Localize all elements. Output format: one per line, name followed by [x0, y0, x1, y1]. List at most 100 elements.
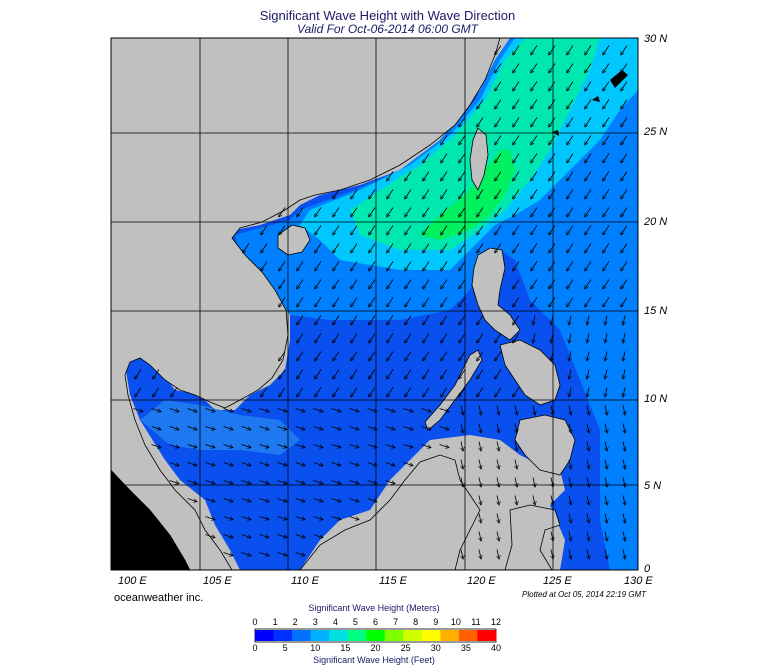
wave-direction-arrow [567, 135, 574, 145]
wave-direction-arrow [567, 225, 574, 235]
wave-direction-arrow [405, 171, 412, 181]
colorbar-tick-feet: 10 [310, 643, 321, 653]
wave-direction-arrow [333, 189, 340, 199]
wave-direction-arrow [605, 351, 607, 361]
colorbar-tick-meters: 11 [471, 617, 481, 627]
wave-direction-arrow [587, 477, 589, 487]
wave-direction-arrow [603, 63, 610, 73]
wave-direction-arrow [605, 441, 607, 451]
wave-direction-arrow [369, 189, 376, 199]
wave-direction-arrow [477, 99, 484, 109]
colorbar-title-feet: Significant Wave Height (Feet) [313, 655, 435, 665]
lat-label-10n: 10 N [644, 393, 668, 405]
wave-direction-arrow [351, 315, 358, 325]
wave-direction-arrow [623, 477, 625, 487]
wave-direction-arrow [349, 516, 359, 520]
wave-direction-arrow [333, 207, 340, 217]
wave-direction-arrow [241, 534, 251, 538]
wave-direction-arrow [387, 207, 394, 217]
wave-direction-arrow [461, 477, 463, 487]
wave-direction-arrow [387, 171, 394, 181]
wave-direction-arrow [295, 408, 305, 412]
wave-direction-arrow [405, 225, 412, 235]
wave-direction-arrow [421, 444, 431, 448]
lon-label-130e: 130 E [624, 575, 653, 587]
wave-direction-arrow [277, 516, 287, 520]
wave-direction-arrow [315, 225, 322, 235]
wave-direction-arrow [459, 243, 466, 253]
wave-direction-arrow [587, 495, 589, 505]
wave-direction-arrow [405, 315, 412, 325]
colorbar-cell [273, 630, 293, 641]
wave-direction-arrow [513, 261, 520, 271]
wave-direction-arrow [223, 408, 233, 412]
wave-direction-arrow [261, 261, 268, 271]
land-sumatra [111, 469, 191, 570]
wave-direction-arrow [423, 261, 430, 271]
wave-direction-arrow [279, 351, 286, 361]
wave-direction-arrow [169, 408, 179, 412]
wave-direction-arrow [569, 495, 571, 505]
wave-direction-arrow [297, 297, 304, 307]
wave-direction-arrow [313, 426, 323, 430]
wave-direction-arrow [295, 462, 305, 466]
wave-direction-arrow [387, 243, 394, 253]
wave-direction-arrow [621, 297, 628, 307]
wave-direction-arrow [405, 387, 412, 397]
wave-direction-arrow [513, 63, 520, 73]
wave-direction-arrow [497, 441, 499, 451]
wave-direction-arrow [331, 408, 341, 412]
wave-direction-arrow [295, 480, 305, 484]
wave-direction-arrow [603, 45, 610, 55]
wave-direction-arrow [513, 189, 520, 199]
wave-direction-arrow [531, 171, 538, 181]
wave-direction-arrow [515, 459, 517, 469]
wave-direction-arrow [331, 516, 341, 520]
wave-direction-arrow [569, 531, 571, 541]
wave-direction-arrow [531, 243, 538, 253]
wave-direction-arrow [351, 189, 358, 199]
wave-direction-arrow [367, 480, 377, 484]
wave-direction-arrow [151, 426, 161, 430]
land-luzon [471, 247, 521, 341]
wave-direction-arrow [315, 351, 322, 361]
wave-direction-arrow [605, 495, 607, 505]
wave-direction-arrow [531, 45, 538, 55]
wave-direction-arrow [441, 369, 448, 379]
wave-direction-arrow [333, 387, 340, 397]
wave-direction-arrow [621, 171, 628, 181]
wave-direction-arrow [497, 513, 499, 523]
wave-direction-arrow [623, 441, 625, 451]
wave-direction-arrow [313, 498, 323, 502]
wave-direction-arrow [531, 117, 538, 127]
wave-direction-arrow [549, 189, 556, 199]
wave-direction-arrow [623, 459, 625, 469]
wave-direction-arrow [479, 441, 481, 451]
wave-direction-arrow [479, 423, 481, 433]
wave-direction-arrow [369, 225, 376, 235]
wave-direction-arrow [495, 99, 502, 109]
wave-direction-arrow [587, 315, 589, 325]
wave-direction-arrow [151, 444, 161, 448]
wave-direction-arrow [459, 153, 466, 163]
colorbar-tick-feet: 20 [370, 643, 381, 653]
wave-direction-arrow [603, 117, 610, 127]
wave-direction-arrow [477, 189, 484, 199]
wave-direction-arrow [421, 426, 431, 430]
lon-label-100e: 100 E [118, 575, 147, 587]
wave-direction-arrow [349, 444, 359, 448]
colorbar-cell [384, 630, 404, 641]
wave-direction-arrow [495, 81, 502, 91]
wave-direction-arrow [569, 351, 571, 361]
wave-direction-arrow [369, 243, 376, 253]
wave-direction-arrow [421, 408, 431, 412]
wave-direction-arrow [297, 315, 304, 325]
wave-direction-arrow [259, 444, 269, 448]
wave-direction-arrow [315, 369, 322, 379]
wave-direction-arrow [603, 171, 610, 181]
lon-label-110e: 110 E [291, 575, 319, 587]
wave-direction-arrow [205, 444, 215, 448]
wave-direction-arrow [169, 480, 179, 484]
wave-direction-arrow [205, 516, 215, 520]
wave-direction-arrow [223, 552, 233, 556]
